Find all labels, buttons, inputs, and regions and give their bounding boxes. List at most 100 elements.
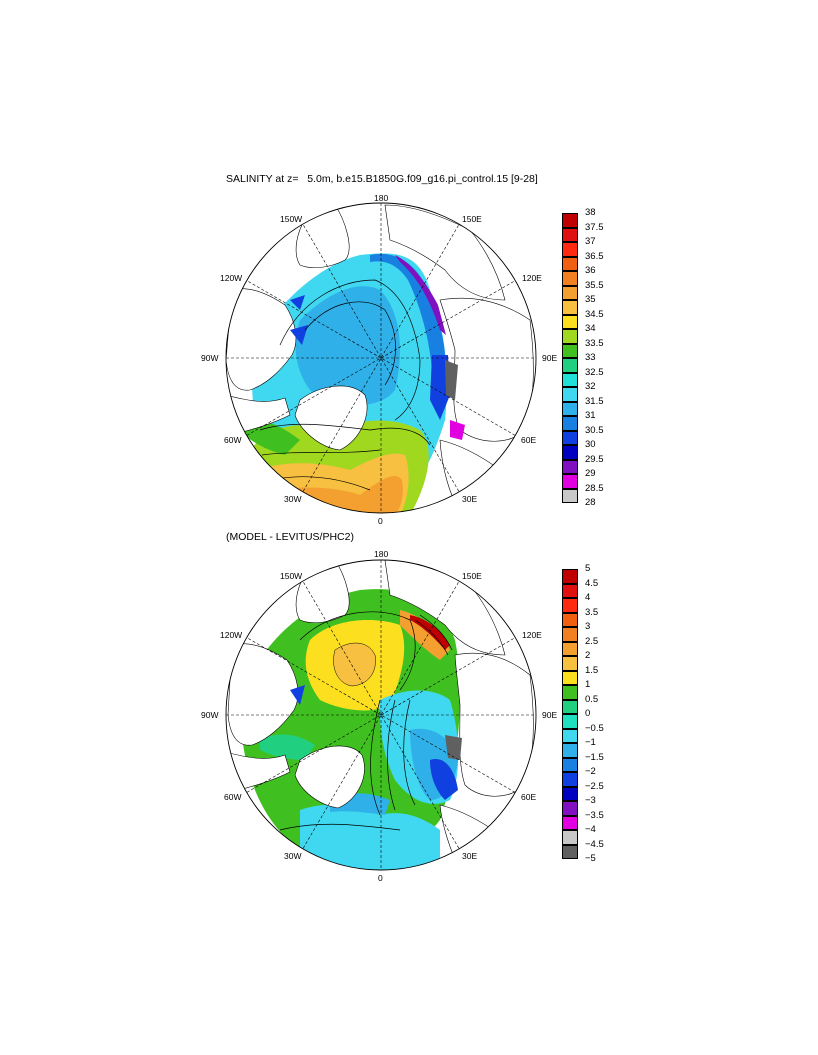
map2-lon-30e: 30E (462, 851, 478, 861)
anomaly-colorbar-level-label: −2.5 (585, 780, 604, 792)
salinity-colorbar-level-label: 31.5 (585, 395, 604, 407)
map1-lon-90w: 90W (201, 353, 219, 363)
salinity-colorbar-swatch (562, 343, 578, 358)
salinity-colorbar-swatch (562, 488, 578, 503)
salinity-colorbar-level-label: 28 (585, 497, 596, 508)
salinity-colorbar-swatch (562, 474, 578, 489)
salinity-colorbar-swatch (562, 401, 578, 416)
anomaly-colorbar: 5 4.5 4 3.5 3 2.5 2 1.5 1 0.5 0 −0.5 −1 −1.5 −2 −2.5 −3 −… (562, 563, 612, 864)
map2-frame (225, 559, 537, 871)
anomaly-colorbar-swatch (562, 786, 578, 801)
salinity-colorbar-swatch (562, 459, 578, 474)
salinity-colorbar-level-label: 29 (585, 468, 596, 479)
salinity-colorbar-level-label: 36.5 (585, 250, 604, 262)
map2-lon-0: 0 (378, 873, 383, 883)
salinity-colorbar-level-label: 30.5 (585, 424, 604, 436)
salinity-colorbar-level-label: 29.5 (585, 453, 604, 465)
salinity-colorbar-level-label: 35 (585, 294, 596, 305)
anomaly-colorbar-swatch (562, 743, 578, 758)
salinity-colorbar-swatch (562, 300, 578, 315)
salinity-map (226, 203, 536, 513)
map1-lon-60w: 60W (224, 435, 242, 445)
salinity-colorbar-swatch (562, 242, 578, 257)
anomaly-colorbar-swatch (562, 801, 578, 816)
salinity-colorbar-swatch (562, 372, 578, 387)
anomaly-colorbar-level-label: −4 (585, 824, 596, 835)
map2-lon-120e: 120E (522, 630, 542, 640)
salinity-colorbar-level-label: 31 (585, 410, 596, 421)
anomaly-colorbar-level-label: −3.5 (585, 809, 604, 821)
anomaly-colorbar-level-label: −4.5 (585, 838, 604, 850)
map2-lon-150w: 150W (280, 571, 303, 581)
anomaly-colorbar-level-label: 4 (585, 592, 591, 603)
anomaly-colorbar-swatch (562, 583, 578, 598)
map2-lon-60w: 60W (224, 792, 242, 802)
anomaly-colorbar-swatch (562, 699, 578, 714)
anomaly-colorbar-level-label: −3 (585, 795, 596, 806)
salinity-colorbar-swatch (562, 271, 578, 286)
anomaly-colorbar-swatch (562, 627, 578, 642)
salinity-colorbar-swatch (562, 256, 578, 271)
salinity-colorbar-swatch (562, 387, 578, 402)
map1-frame (225, 202, 537, 514)
salinity-colorbar-level-label: 28.5 (585, 482, 604, 494)
salinity-colorbar-swatch (562, 430, 578, 445)
salinity-colorbar-level-label: 35.5 (585, 279, 604, 291)
salinity-colorbar-swatch (562, 358, 578, 373)
salinity-colorbar-swatch (562, 329, 578, 344)
salinity-colorbar-swatch (562, 314, 578, 329)
salinity-colorbar-level-label: 32 (585, 381, 596, 392)
map1-lon-120e: 120E (522, 273, 542, 283)
map1-lon-30w: 30W (284, 494, 302, 504)
salinity-colorbar-level-label: 37.5 (585, 221, 604, 233)
anomaly-colorbar-swatch (562, 656, 578, 671)
anomaly-colorbar-level-label: 3.5 (585, 606, 599, 618)
map2-lon-60e: 60E (521, 792, 537, 802)
anomaly-colorbar-swatch (562, 612, 578, 627)
salinity-colorbar-swatch (562, 213, 578, 228)
map2-lon-30w: 30W (284, 851, 302, 861)
map2-lon-150e: 150E (462, 571, 482, 581)
anomaly-colorbar-level-label: −2 (585, 766, 596, 777)
anomaly-colorbar-swatch (562, 815, 578, 830)
map1-lon-30e: 30E (462, 494, 478, 504)
map2-lon-180: 180 (374, 549, 389, 559)
map1-lon-120w: 120W (220, 273, 243, 283)
salinity-colorbar-swatch (562, 227, 578, 242)
anomaly-map (226, 560, 536, 870)
anomaly-colorbar-level-label: 0 (585, 708, 591, 719)
anomaly-colorbar-level-label: −5 (585, 853, 596, 864)
anomaly-colorbar-swatch (562, 714, 578, 729)
salinity-colorbar-level-label: 38 (585, 207, 596, 218)
salinity-colorbar-level-label: 33 (585, 352, 596, 363)
anomaly-colorbar-level-label: 1 (585, 679, 591, 690)
anomaly-colorbar-level-label: 2.5 (585, 635, 599, 647)
map1-lon-180: 180 (374, 193, 389, 203)
anomaly-colorbar-level-label: 4.5 (585, 577, 599, 589)
panel2-title: (MODEL - LEVITUS/PHC2) (226, 531, 354, 543)
anomaly-colorbar-swatch (562, 670, 578, 685)
salinity-colorbar-level-label: 36 (585, 265, 596, 276)
map1-lon-90e: 90E (542, 353, 558, 363)
anomaly-colorbar-level-label: −0.5 (585, 722, 604, 734)
anomaly-colorbar-swatch (562, 641, 578, 656)
salinity-colorbar-level-label: 30 (585, 439, 596, 450)
anomaly-colorbar-level-label: 2 (585, 650, 591, 661)
anomaly-colorbar-level-label: 3 (585, 621, 591, 632)
anomaly-colorbar-swatch (562, 598, 578, 613)
map1-lon-60e: 60E (521, 435, 537, 445)
salinity-colorbar-swatch (562, 285, 578, 300)
anomaly-colorbar-swatch (562, 830, 578, 845)
salinity-colorbar-swatch (562, 416, 578, 431)
map1-lon-0: 0 (378, 516, 383, 526)
anomaly-colorbar-level-label: −1.5 (585, 751, 604, 763)
salinity-colorbar-swatch (562, 445, 578, 460)
anomaly-colorbar-swatch (562, 844, 578, 859)
salinity-colorbar-level-label: 34 (585, 323, 596, 334)
panel1-title: SALINITY at z= 5.0m, b.e15.B1850G.f09_g1… (226, 173, 538, 185)
anomaly-colorbar-level-label: 0.5 (585, 693, 599, 705)
salinity-colorbar: 38 37.5 37 36.5 36 35.5 35 34.5 34 33.5 33 32.5 32 31… (562, 207, 612, 508)
map2-lon-90e: 90E (542, 710, 558, 720)
salinity-colorbar-level-label: 34.5 (585, 308, 604, 320)
